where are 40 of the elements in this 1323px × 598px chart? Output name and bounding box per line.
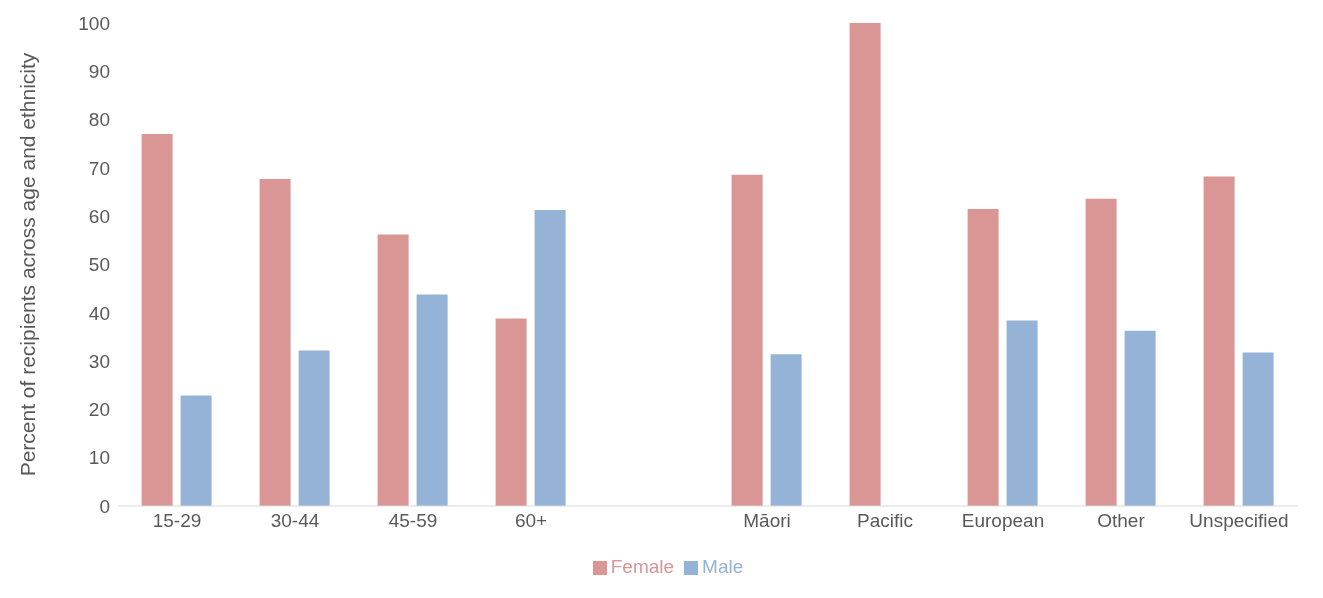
bar [1085, 198, 1117, 506]
x-tick-label: Pacific [857, 510, 913, 532]
y-axis-title: Percent of recipients across age and ethnicity [16, 52, 40, 477]
bar [534, 209, 566, 506]
bar [180, 395, 212, 506]
x-tick-label: 60+ [514, 510, 548, 532]
bar [141, 134, 173, 506]
x-tick-label: Unspecified [1189, 510, 1289, 532]
y-tick-label: 90 [88, 61, 110, 83]
bar [1124, 330, 1156, 506]
x-tick-label: 30-44 [270, 510, 320, 532]
bar [1006, 320, 1038, 506]
x-tick-label: Other [1097, 510, 1146, 532]
x-tick-label: European [961, 510, 1045, 532]
y-tick-label: 80 [88, 109, 110, 131]
y-tick-label: 40 [88, 302, 110, 324]
y-tick-label: 50 [88, 254, 110, 276]
bar [967, 208, 999, 506]
y-tick-label: 100 [78, 12, 110, 34]
x-tick-label: 15-29 [152, 510, 202, 532]
bar [731, 174, 763, 506]
y-tick-label: 0 [99, 495, 110, 517]
bar [849, 23, 881, 506]
bar [259, 179, 291, 506]
x-tick-label: Māori [743, 510, 791, 532]
legend-label: Male [702, 556, 744, 577]
bar [377, 234, 409, 506]
x-tick-label: 45-59 [388, 510, 438, 532]
bar [416, 294, 448, 506]
bar [1242, 352, 1274, 506]
y-tick-label: 70 [88, 157, 110, 179]
bar [495, 318, 527, 506]
y-tick-label: 30 [88, 350, 110, 372]
bar [770, 354, 802, 506]
bar [298, 350, 330, 506]
y-tick-label: 60 [88, 205, 110, 227]
y-tick-label: 20 [88, 399, 110, 421]
bar [1203, 176, 1235, 506]
legend-label: Female [610, 556, 675, 577]
y-tick-label: 10 [88, 447, 110, 469]
